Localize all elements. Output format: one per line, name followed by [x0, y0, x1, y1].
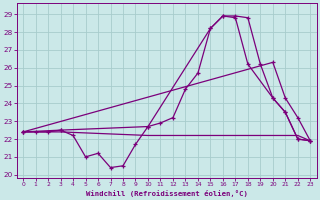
X-axis label: Windchill (Refroidissement éolien,°C): Windchill (Refroidissement éolien,°C) — [86, 190, 248, 197]
